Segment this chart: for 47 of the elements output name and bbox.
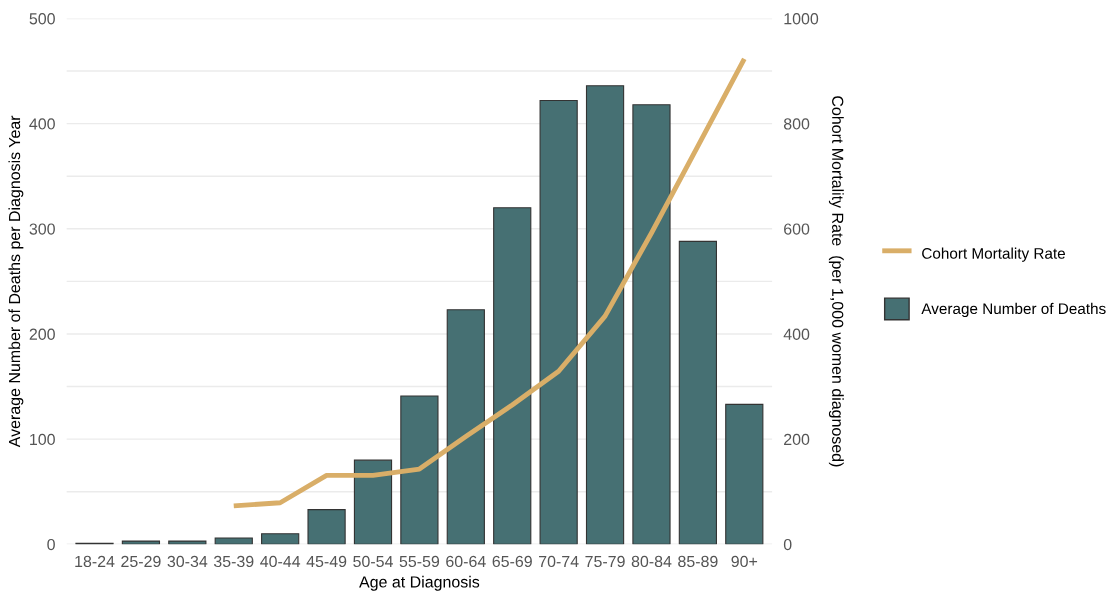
- x-tick-label: 75-79: [585, 555, 625, 568]
- bar: [214, 537, 253, 545]
- bar: [121, 540, 161, 545]
- bar: [678, 240, 718, 545]
- bar: [307, 509, 346, 545]
- y-tick-label: 500: [29, 13, 55, 25]
- y2-tick-label: 400: [783, 328, 810, 340]
- y-tick-label: 400: [29, 118, 55, 130]
- y2-axis-title: Cohort Mortality Rate (per 1,000 women diagnosed): [828, 96, 844, 467]
- x-tick-label: 70-74: [539, 555, 579, 568]
- y2-tick-label: 800: [783, 118, 810, 130]
- x-tick-label: 85-89: [678, 555, 718, 568]
- y2-tick-label: 600: [784, 223, 810, 235]
- x-tick-label: 45-49: [306, 555, 347, 568]
- bar: [632, 104, 671, 545]
- x-tick-label: 25-29: [121, 555, 161, 568]
- bar: [725, 403, 764, 545]
- bar: [539, 99, 578, 545]
- legend-label: Cohort Mortality Rate: [922, 247, 1065, 262]
- y-tick-label: 300: [29, 223, 55, 235]
- x-tick-label: 50-54: [353, 555, 393, 568]
- y-tick-label: 100: [30, 433, 55, 446]
- y-tick-label: 0: [47, 538, 55, 551]
- bar: [353, 459, 393, 545]
- x-tick-label: 30-34: [167, 555, 208, 568]
- x-tick-label: 18-24: [75, 555, 115, 568]
- legend-label: Average Number of Deaths: [921, 302, 1106, 318]
- y-axis-title: Average Number of Deaths per Diagnosis Year: [8, 115, 24, 448]
- y-tick-label: 200: [29, 328, 55, 340]
- x-tick-label: 80-84: [631, 555, 672, 568]
- x-axis-title: Age at Diagnosis: [359, 575, 480, 591]
- bar: [493, 207, 532, 545]
- bar: [446, 309, 485, 545]
- line-series: [231, 56, 747, 509]
- x-tick-label: 35-39: [213, 555, 254, 568]
- bar: [585, 85, 625, 545]
- y2-tick-label: 200: [784, 433, 810, 446]
- bar: [168, 540, 207, 545]
- x-tick-label: 90+: [731, 555, 758, 568]
- x-tick-label: 60-64: [446, 555, 486, 568]
- x-tick-label: 40-44: [260, 555, 301, 568]
- bar: [261, 533, 300, 545]
- x-tick-label: 55-59: [399, 555, 440, 568]
- x-tick-label: 65-69: [492, 555, 532, 568]
- y2-tick-label: 0: [783, 538, 792, 551]
- y2-tick-label: 1000: [784, 13, 819, 25]
- bar: [400, 395, 439, 545]
